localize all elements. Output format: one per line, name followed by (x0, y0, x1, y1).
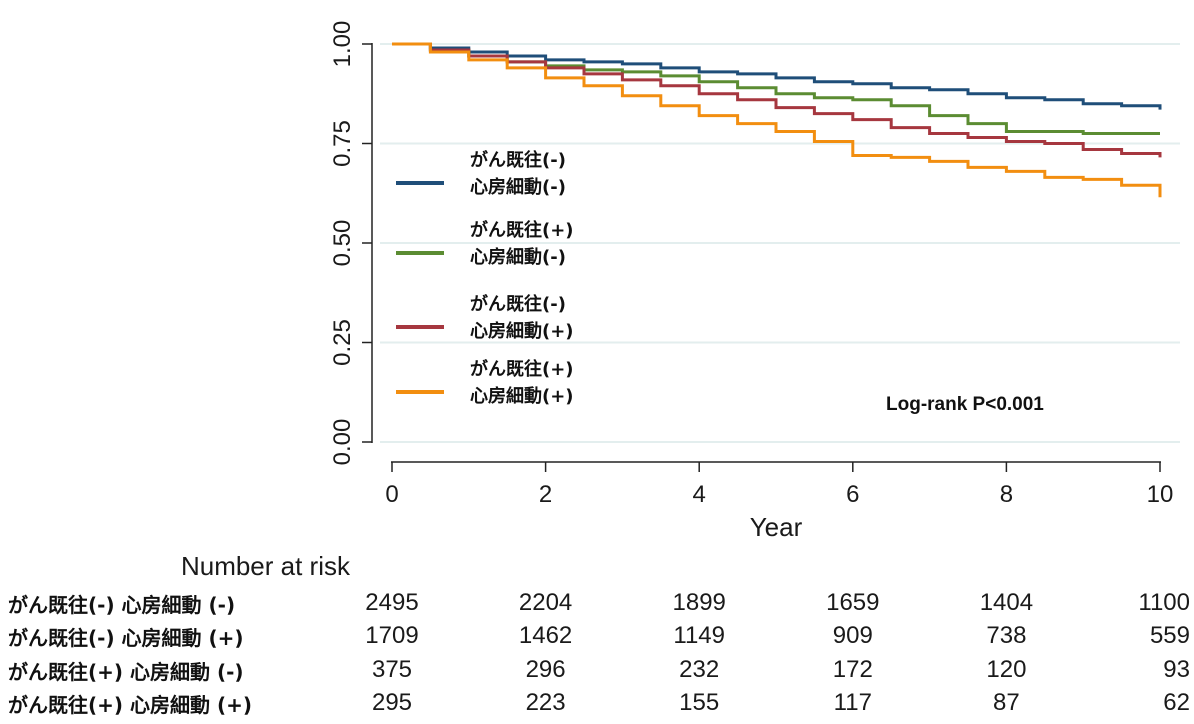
risk-value-r2-c3: 1149 (673, 622, 725, 649)
risk-value-r3-c3: 232 (679, 656, 719, 683)
risk-value-r1-c6: 1100 (1138, 589, 1190, 616)
survival-curve-1 (392, 42, 1162, 110)
risk-row-label-3: がん既往(+) 心房細動 (-) (8, 660, 244, 684)
legend-label-1-line2: 心房細動(-) (470, 176, 566, 198)
y-tick-label-0.25: 0.25 (329, 319, 356, 366)
risk-value-r2-c6: 559 (1150, 622, 1190, 649)
legend-label-1-line1: がん既往(-) (470, 149, 566, 171)
gridlines (380, 43, 1180, 443)
number-at-risk-table: Number at risk がん既往(-) 心房細動 (-) 2495 2204 1… (8, 551, 1190, 717)
risk-row-label-4: がん既往(+) 心房細動 (+) (8, 693, 252, 717)
y-tick-label-1.00: 1.00 (329, 21, 356, 68)
risk-row-label-1: がん既往(-) 心房細動 (-) (8, 593, 235, 617)
risk-value-r2-c5: 738 (986, 622, 1026, 649)
survival-curve-3 (392, 42, 1162, 158)
risk-value-r3-c1: 375 (372, 656, 412, 683)
legend-label-3-line1: がん既往(-) (470, 293, 566, 315)
risk-value-r1-c2: 2204 (519, 589, 572, 616)
legend-label-4-line1: がん既往(+) (470, 358, 574, 380)
risk-value-r1-c3: 1899 (673, 589, 726, 616)
risk-table-title: Number at risk (181, 551, 351, 581)
risk-value-r2-c4: 909 (833, 622, 873, 649)
risk-value-r2-c1: 1709 (365, 622, 418, 649)
x-tick-label-2: 2 (539, 481, 552, 508)
risk-value-r4-c1: 295 (372, 689, 412, 716)
risk-value-r4-c3: 155 (679, 689, 719, 716)
x-tick-label-10: 10 (1147, 481, 1174, 508)
risk-value-r3-c5: 120 (986, 656, 1026, 683)
y-tick-label-0.75: 0.75 (329, 120, 356, 167)
legend-label-4-line2: 心房細動(+) (470, 385, 574, 407)
risk-value-r2-c2: 1462 (519, 622, 572, 649)
risk-value-r3-c6: 93 (1163, 656, 1190, 683)
risk-row-label-2: がん既往(-) 心房細動 (+) (8, 626, 244, 650)
y-tick-label-0.50: 0.50 (329, 220, 356, 267)
legend-label-3-line2: 心房細動(+) (470, 320, 574, 342)
x-tick-label-8: 8 (1000, 481, 1013, 508)
survival-curve-4 (392, 42, 1162, 198)
risk-value-r3-c2: 296 (526, 656, 566, 683)
axes: 0.00 0.25 0.50 0.75 1.00 0 2 4 6 8 10 Year (329, 21, 1173, 542)
logrank-annotation: Log-rank P<0.001 (886, 394, 1044, 415)
risk-value-r4-c2: 223 (526, 689, 566, 716)
legend-label-2-line2: 心房細動(-) (470, 246, 566, 268)
survival-curves (392, 42, 1162, 198)
risk-value-r1-c5: 1404 (980, 589, 1033, 616)
risk-value-r4-c6: 62 (1163, 689, 1190, 716)
legend: がん既往(-) 心房細動(-) がん既往(+) 心房細動(-) がん既往(-) 心房細動(… (396, 149, 574, 407)
risk-value-r4-c5: 87 (993, 689, 1020, 716)
risk-value-r3-c4: 172 (833, 656, 873, 683)
risk-value-r1-c4: 1659 (826, 589, 879, 616)
x-axis-label: Year (750, 512, 803, 542)
legend-label-2-line1: がん既往(+) (470, 219, 574, 241)
x-tick-label-0: 0 (385, 481, 398, 508)
risk-value-r1-c1: 2495 (365, 589, 418, 616)
risk-value-r4-c4: 117 (834, 689, 872, 716)
x-tick-label-4: 4 (693, 481, 706, 508)
y-tick-label-0.00: 0.00 (329, 419, 356, 466)
x-tick-label-6: 6 (846, 481, 859, 508)
